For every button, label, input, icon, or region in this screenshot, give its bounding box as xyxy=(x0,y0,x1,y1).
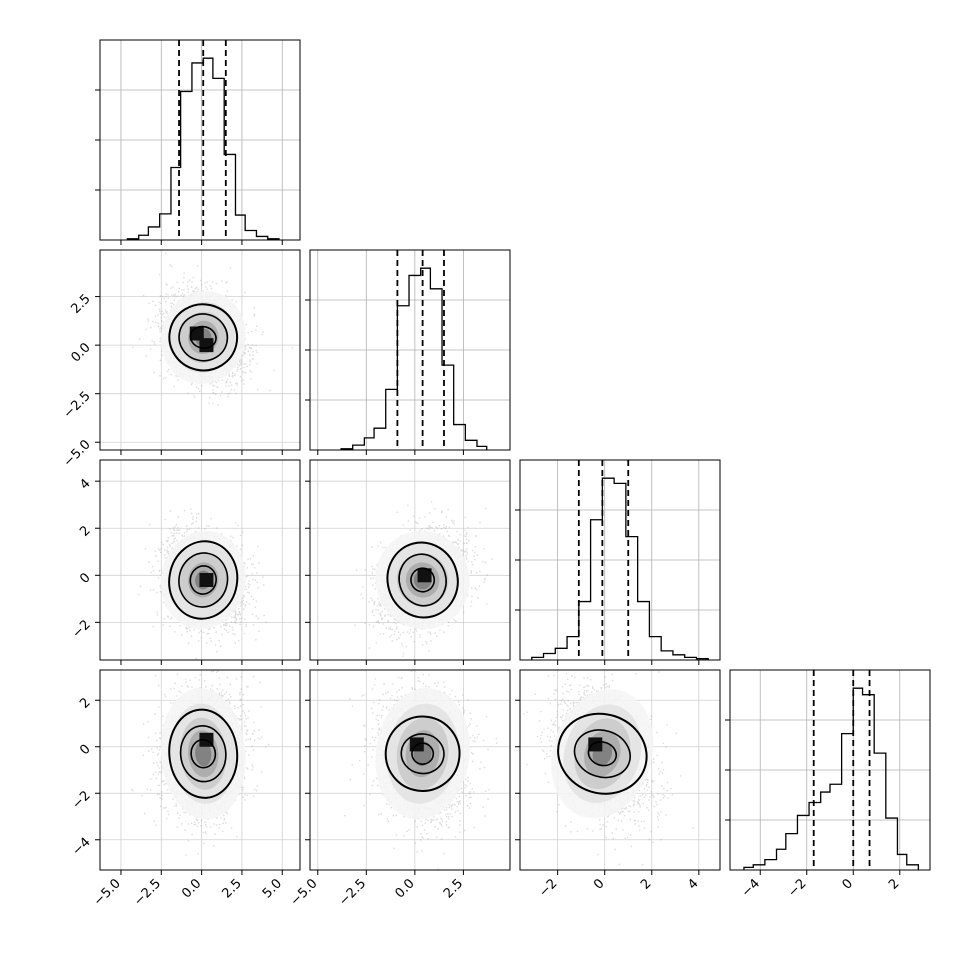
marginal-panel-2 xyxy=(305,250,510,450)
joint-panel-3-1 xyxy=(100,460,300,660)
y-tick-label: −4 xyxy=(69,835,93,859)
marginal-panel-1 xyxy=(95,40,300,240)
x-tick-label: 2 xyxy=(638,876,654,892)
joint-panel-2-1 xyxy=(100,245,300,450)
density-peak xyxy=(199,338,213,352)
joint-panel-3-2 xyxy=(310,460,510,676)
x-tick-label: −2.5 xyxy=(131,876,164,909)
x-tick-label: −2.5 xyxy=(336,876,369,909)
joint-panel-4-3 xyxy=(520,655,720,870)
y-tick-label: 2.5 xyxy=(68,292,93,317)
y-tick-label: −2 xyxy=(69,617,93,641)
y-tick-label: 0.0 xyxy=(68,340,93,365)
x-tick-label: 0 xyxy=(840,876,856,892)
y-tick-label: 2 xyxy=(77,695,93,711)
density-peak xyxy=(199,573,213,587)
y-tick-label: −2.5 xyxy=(61,389,94,422)
histogram-step xyxy=(744,688,918,870)
y-tick-label: 0 xyxy=(77,742,93,758)
y-tick-label: −5.0 xyxy=(61,437,94,470)
x-tick-label: 0.0 xyxy=(179,876,204,901)
x-tick-label: −2 xyxy=(536,876,560,900)
y-tick-label: −2 xyxy=(69,788,93,812)
joint-panel-4-2 xyxy=(310,643,511,870)
marginal-panel-3 xyxy=(515,460,720,660)
x-tick-label: 2.5 xyxy=(441,876,466,901)
x-tick-label: 4 xyxy=(685,876,701,892)
x-tick-label: −2 xyxy=(785,876,809,900)
x-tick-label: 0 xyxy=(591,876,607,892)
x-tick-label: 2 xyxy=(886,876,902,892)
density-peak xyxy=(588,737,602,751)
x-tick-label: −5.0 xyxy=(288,876,321,909)
x-tick-label: 5.0 xyxy=(260,876,285,901)
marginal-panel-4 xyxy=(725,670,930,870)
histogram-step xyxy=(532,478,708,660)
y-tick-label: 4 xyxy=(77,476,93,492)
joint-panel-4-1 xyxy=(100,624,300,880)
x-tick-label: −4 xyxy=(739,876,763,900)
y-tick-label: 2 xyxy=(77,523,93,539)
y-tick-label: 0 xyxy=(77,570,93,586)
x-tick-label: 0.0 xyxy=(392,876,417,901)
histogram-step xyxy=(341,268,487,450)
x-tick-label: 2.5 xyxy=(220,876,245,901)
x-tick-label: −5.0 xyxy=(91,876,124,909)
